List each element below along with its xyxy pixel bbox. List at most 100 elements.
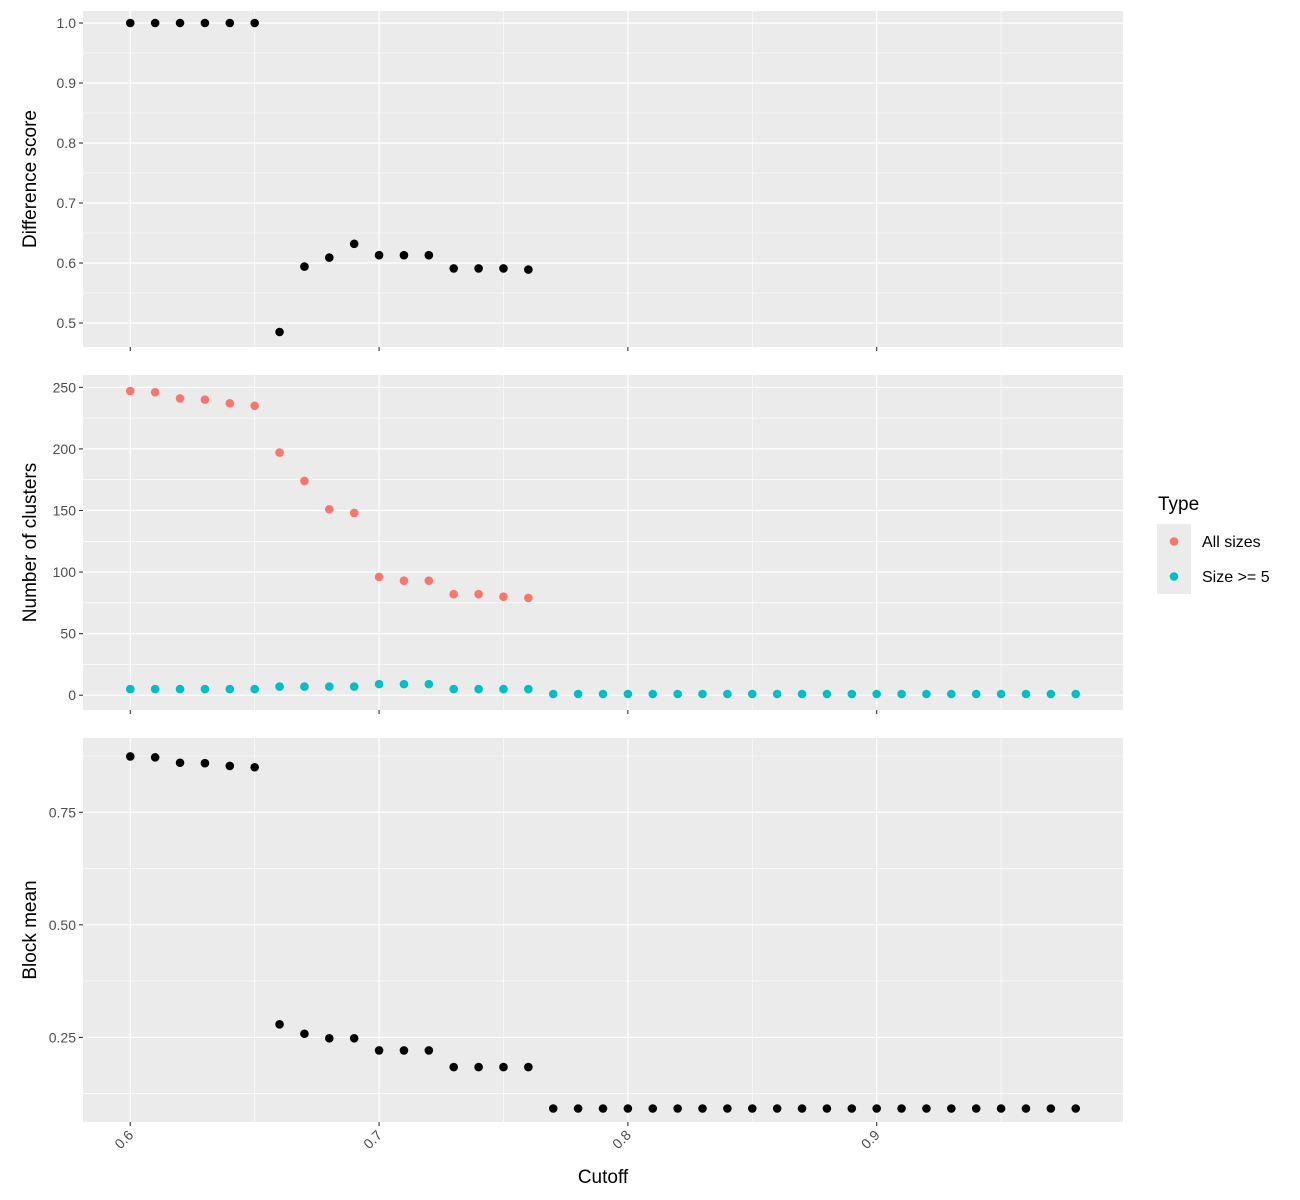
data-point-size-5 xyxy=(1046,689,1056,699)
data-point xyxy=(424,250,434,260)
data-point xyxy=(996,1104,1006,1113)
data-point-size-5 xyxy=(300,682,309,691)
data-point-all-sizes xyxy=(250,401,259,411)
data-point xyxy=(125,18,135,28)
data-point xyxy=(499,1062,508,1072)
data-point xyxy=(747,1104,757,1113)
data-point xyxy=(175,758,185,768)
y-tick-label: 0.75 xyxy=(49,804,76,820)
y-tick-label: 0 xyxy=(68,687,76,703)
data-point xyxy=(300,262,309,271)
data-point xyxy=(573,1104,583,1113)
y-tick-label: 250 xyxy=(53,379,77,395)
data-point-size-5 xyxy=(1021,689,1031,699)
legend-label-size-5: Size >= 5 xyxy=(1202,569,1270,586)
data-point-size-5 xyxy=(325,682,334,691)
data-point xyxy=(623,1104,633,1113)
data-point xyxy=(325,253,334,262)
panel-middle: 0 50 100 150 200 250 Number of clusters xyxy=(20,375,1123,714)
data-point xyxy=(225,18,235,28)
data-point-size-5 xyxy=(598,689,608,699)
data-point-size-5 xyxy=(747,689,757,699)
x-axis-title: Cutoff xyxy=(578,1167,629,1188)
data-point-size-5 xyxy=(399,679,409,689)
y-axis-title: Number of clusters xyxy=(20,463,41,622)
data-point-size-5 xyxy=(1071,689,1081,699)
data-point xyxy=(399,1046,409,1055)
data-point xyxy=(374,250,384,260)
y-tick-label: 0.7 xyxy=(57,195,77,211)
y-tick-label: 1.0 xyxy=(57,15,77,31)
data-point-size-5 xyxy=(548,689,558,699)
data-point xyxy=(250,762,259,772)
panel-top: 0.5 0.6 0.7 0.8 0.9 1.0 Difference score xyxy=(20,11,1123,351)
y-tick-label: 0.9 xyxy=(57,75,77,91)
data-point-size-5 xyxy=(250,684,259,694)
data-point-size-5 xyxy=(723,689,732,699)
data-point-all-sizes xyxy=(524,593,533,603)
data-point xyxy=(598,1104,608,1113)
data-point xyxy=(200,758,210,768)
data-point-size-5 xyxy=(499,684,508,694)
data-point xyxy=(548,1104,558,1113)
data-point xyxy=(424,1046,434,1055)
data-point xyxy=(524,1062,533,1072)
data-point-size-5 xyxy=(275,682,284,691)
panel-bottom: 0.25 0.50 0.75 Block mean xyxy=(20,738,1123,1126)
data-point-size-5 xyxy=(175,684,185,694)
y-tick-label: 0.6 xyxy=(57,255,77,271)
y-tick-label: 0.50 xyxy=(49,917,76,933)
data-point-size-5 xyxy=(349,682,359,691)
data-point xyxy=(698,1104,707,1113)
data-point-all-sizes xyxy=(399,576,409,585)
data-point-size-5 xyxy=(225,684,235,694)
data-point xyxy=(325,1033,334,1043)
x-tick-label: 0.6 xyxy=(111,1127,136,1152)
data-point-all-sizes xyxy=(200,395,210,404)
data-point xyxy=(847,1104,857,1113)
y-tick-label: 150 xyxy=(53,502,77,518)
y-tick-label: 0.8 xyxy=(57,135,77,151)
data-point-all-sizes xyxy=(325,504,334,514)
legend-key-all-sizes xyxy=(1169,537,1179,546)
data-point xyxy=(349,1033,359,1043)
y-axis-title: Difference score xyxy=(20,110,41,248)
data-point-all-sizes xyxy=(349,508,359,518)
data-point xyxy=(250,18,259,28)
data-point-size-5 xyxy=(822,689,832,699)
data-point-size-5 xyxy=(573,689,583,699)
data-point xyxy=(474,264,483,273)
data-point xyxy=(872,1104,881,1113)
data-point-all-sizes xyxy=(175,394,185,403)
data-point-size-5 xyxy=(474,684,483,694)
data-point xyxy=(175,18,185,28)
data-point-size-5 xyxy=(648,689,658,699)
data-point xyxy=(772,1104,782,1113)
plot-background xyxy=(83,738,1123,1122)
data-point-size-5 xyxy=(623,689,633,699)
data-point xyxy=(648,1104,658,1113)
data-point xyxy=(200,18,210,28)
data-point xyxy=(225,761,235,771)
legend-title: Type xyxy=(1158,494,1199,515)
data-point xyxy=(524,265,533,274)
data-point xyxy=(922,1104,931,1113)
data-point-size-5 xyxy=(996,689,1006,699)
data-point xyxy=(300,1029,309,1039)
data-point xyxy=(399,250,409,260)
y-axis-title: Block mean xyxy=(20,880,41,979)
data-point-all-sizes xyxy=(275,448,284,457)
data-point-size-5 xyxy=(947,689,956,699)
data-point-size-5 xyxy=(424,679,434,689)
data-point xyxy=(499,264,508,273)
data-point-all-sizes xyxy=(449,589,459,599)
data-point-size-5 xyxy=(797,689,807,699)
data-point-all-sizes xyxy=(125,386,135,396)
y-tick-label: 0.5 xyxy=(57,315,77,331)
data-point-all-sizes xyxy=(474,589,483,599)
data-point-size-5 xyxy=(872,689,881,699)
data-point xyxy=(150,753,160,762)
data-point-size-5 xyxy=(524,684,533,694)
data-point-size-5 xyxy=(200,684,210,694)
